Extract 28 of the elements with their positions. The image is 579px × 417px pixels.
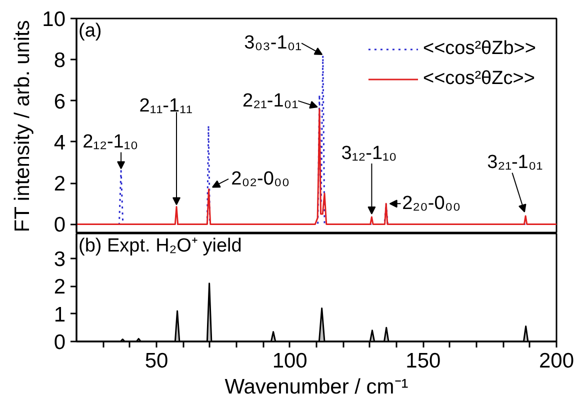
- annotation: (a): [78, 20, 102, 42]
- x-tick-label: 200: [538, 350, 574, 372]
- y-tick-label: 1: [54, 303, 66, 326]
- y-tick-label: 4: [54, 131, 66, 154]
- annotation: 2₂₁-1₀₁: [242, 90, 298, 112]
- y-tick-label: 0: [54, 214, 66, 237]
- x-tick-label: 50: [144, 350, 168, 372]
- annotation: 2₀₂-0₀₀: [231, 168, 290, 190]
- annotation: 2₁₂-1₁₀: [82, 131, 138, 152]
- y-tick-label: 0: [54, 331, 66, 354]
- annotation: (b) Expt. H₂O⁺ yield: [78, 236, 242, 256]
- annotation: 3₀₃-1₀₁: [244, 32, 302, 54]
- y-tick-label: 2: [54, 276, 66, 299]
- annotation: 2₁₁-1₁₁: [139, 95, 192, 116]
- y-tick-label: 6: [54, 90, 66, 114]
- y-axis-title: FT intensity / arb. units: [11, 20, 34, 232]
- legend-label: <<cos²θZc>>: [422, 68, 535, 90]
- legend-label: <<cos²θZb>>: [422, 38, 536, 60]
- x-axis-title: Wavenumber / cm⁻¹: [224, 376, 408, 398]
- x-tick-label: 150: [406, 350, 441, 372]
- annotation: 3₂₁-1₀₁: [487, 152, 543, 174]
- annotation: 2₂₀-0₀₀: [402, 193, 461, 214]
- y-tick-label: 8: [54, 49, 66, 72]
- y-tick-label: 3: [54, 248, 66, 271]
- x-tick-label: 100: [272, 350, 308, 372]
- y-tick-label: 2: [54, 172, 66, 196]
- y-tick-label: 10: [42, 8, 66, 31]
- annotation: 3₁₂-1₁₀: [341, 142, 397, 164]
